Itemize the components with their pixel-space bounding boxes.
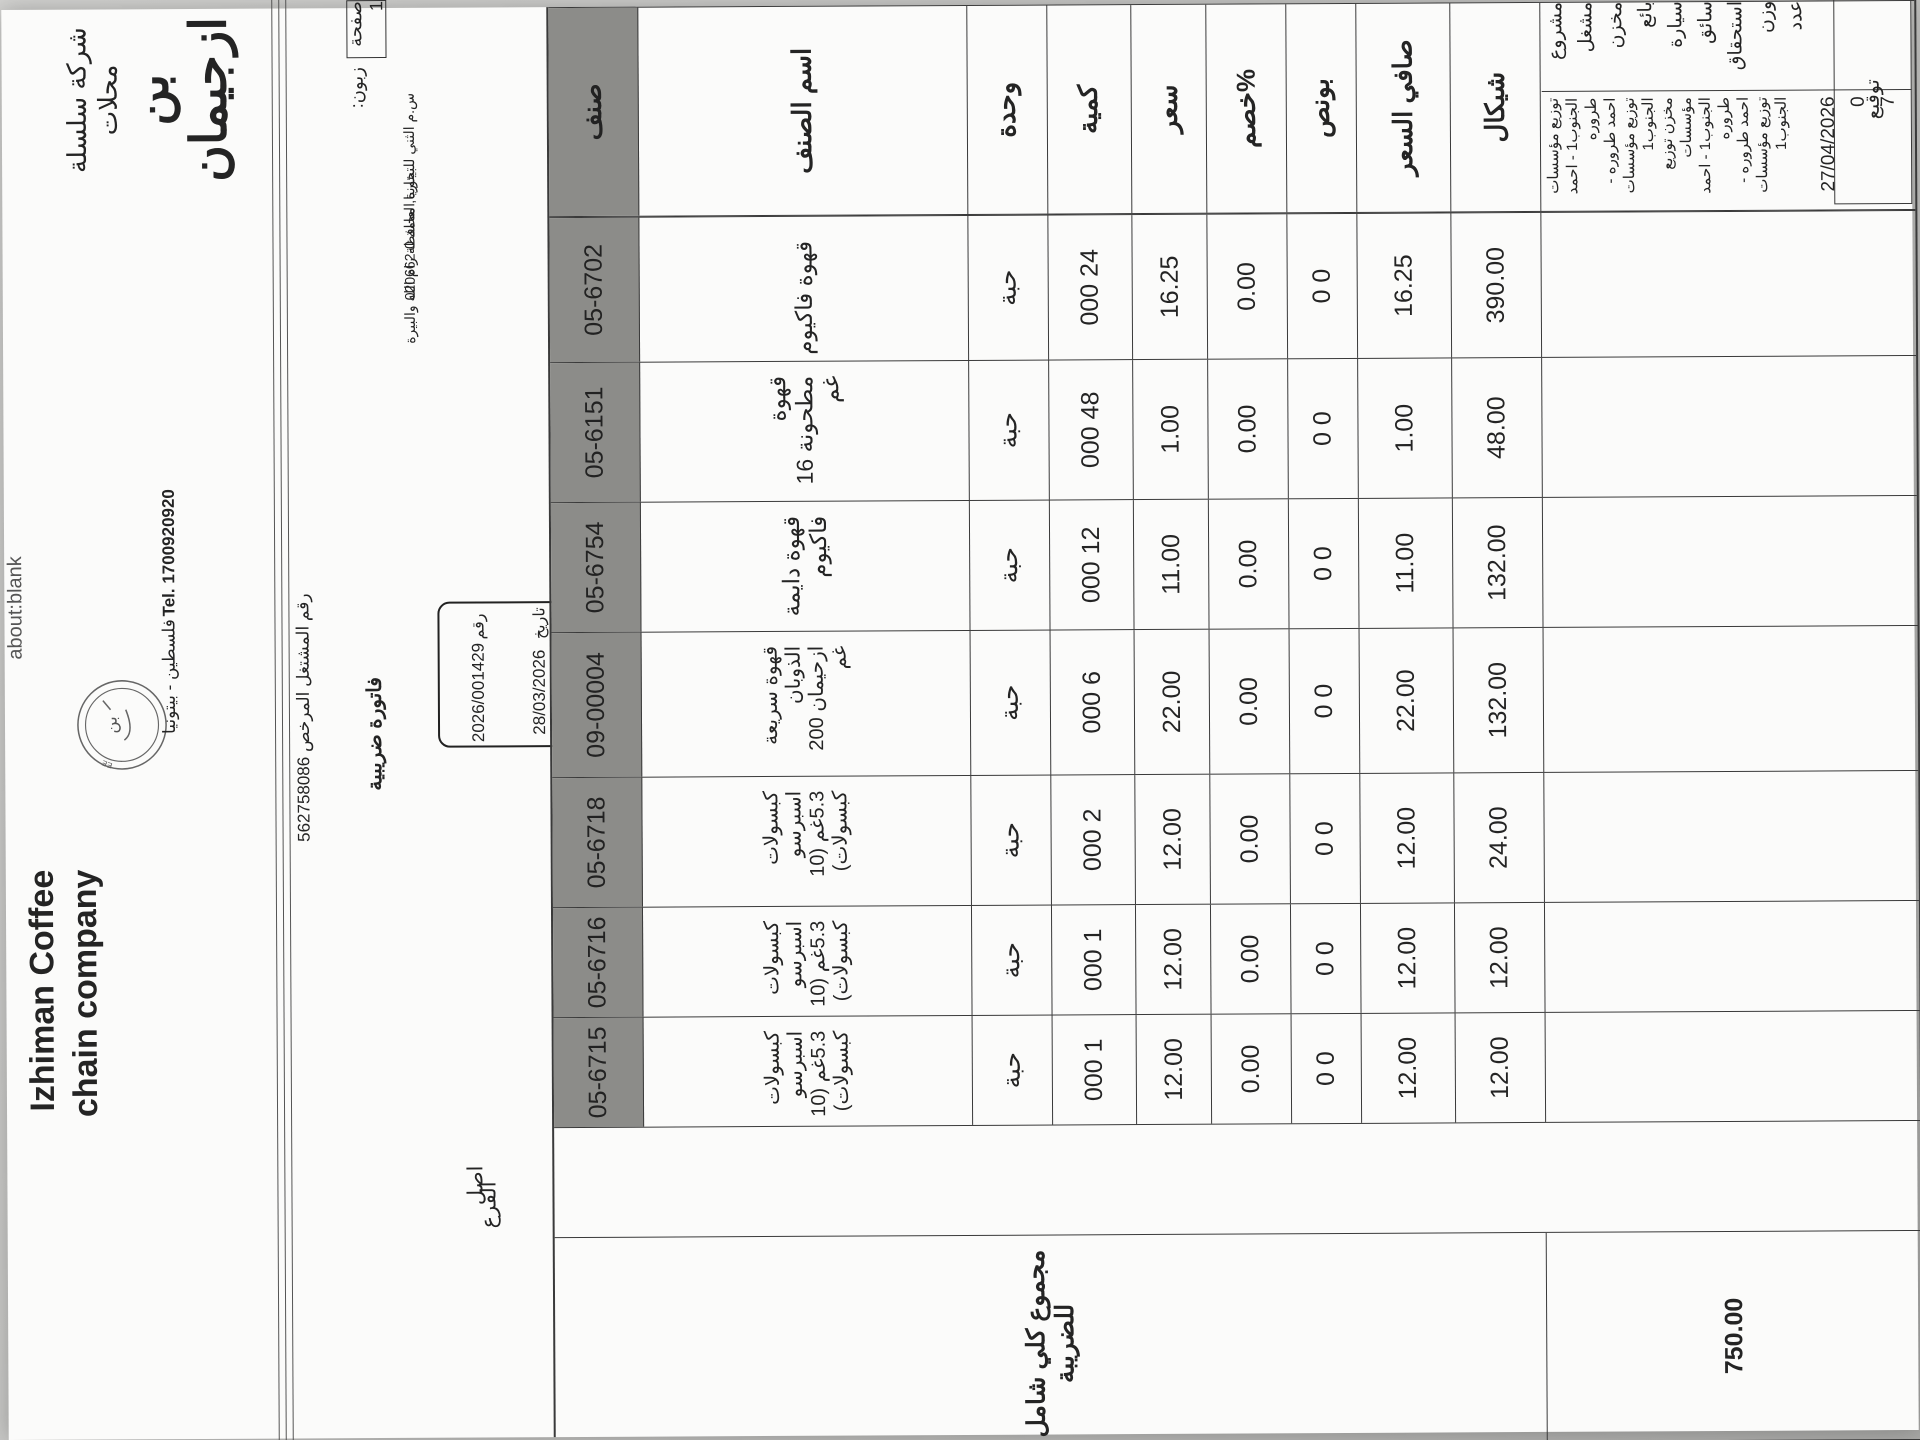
svg-text:بن: بن <box>102 716 122 733</box>
svg-text:IZHIMAN'S COFFEE: IZHIMAN'S COFFEE <box>64 758 113 785</box>
